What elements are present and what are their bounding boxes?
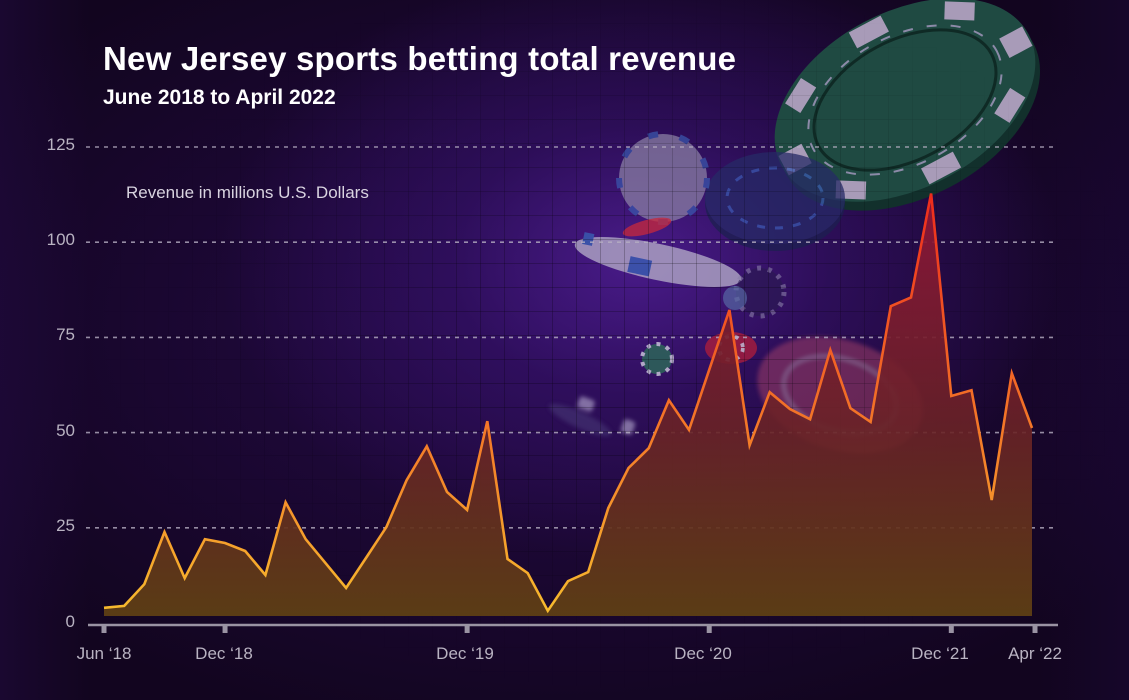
tilted-white-chip-icon <box>574 232 742 287</box>
x-tick-mark <box>464 624 470 633</box>
green-chip-icon <box>774 0 1041 211</box>
chart-subtitle: June 2018 to April 2022 <box>103 86 336 109</box>
y-tick-50: 50 <box>56 421 75 440</box>
revenue-line <box>103 193 1034 614</box>
x-tick-apr-22: Apr ‘22 <box>1008 644 1062 663</box>
blue-chip-icon <box>705 152 845 251</box>
x-axis-ticks <box>101 624 1038 633</box>
chart-title: New Jersey sports betting total revenue <box>103 40 737 77</box>
y-tick-100: 100 <box>46 230 75 249</box>
x-tick-mark <box>1032 624 1038 633</box>
y-tick-75: 75 <box>56 325 75 344</box>
blurred-chips-icon <box>549 396 636 437</box>
x-tick-dec-18: Dec ‘18 <box>195 644 253 663</box>
small-green-chip-icon <box>640 342 674 376</box>
x-tick-dec-20: Dec ‘20 <box>674 644 732 663</box>
x-tick-mark <box>706 624 712 633</box>
y-tick-25: 25 <box>56 516 75 535</box>
y-axis-label: Revenue in millions U.S. Dollars <box>126 183 369 202</box>
x-tick-mark <box>101 624 107 633</box>
x-tick-mark <box>948 624 954 633</box>
dark-chip-icon <box>723 265 787 319</box>
y-tick-0: 0 <box>65 612 75 631</box>
x-tick-mark <box>222 624 228 633</box>
x-tick-dec-21: Dec ‘21 <box>911 644 969 663</box>
x-tick-dec-19: Dec ‘19 <box>436 644 494 663</box>
x-tick-jun-18: Jun ‘18 <box>76 644 132 663</box>
y-tick-125: 125 <box>46 135 75 154</box>
revenue-area-fill <box>104 193 1032 616</box>
